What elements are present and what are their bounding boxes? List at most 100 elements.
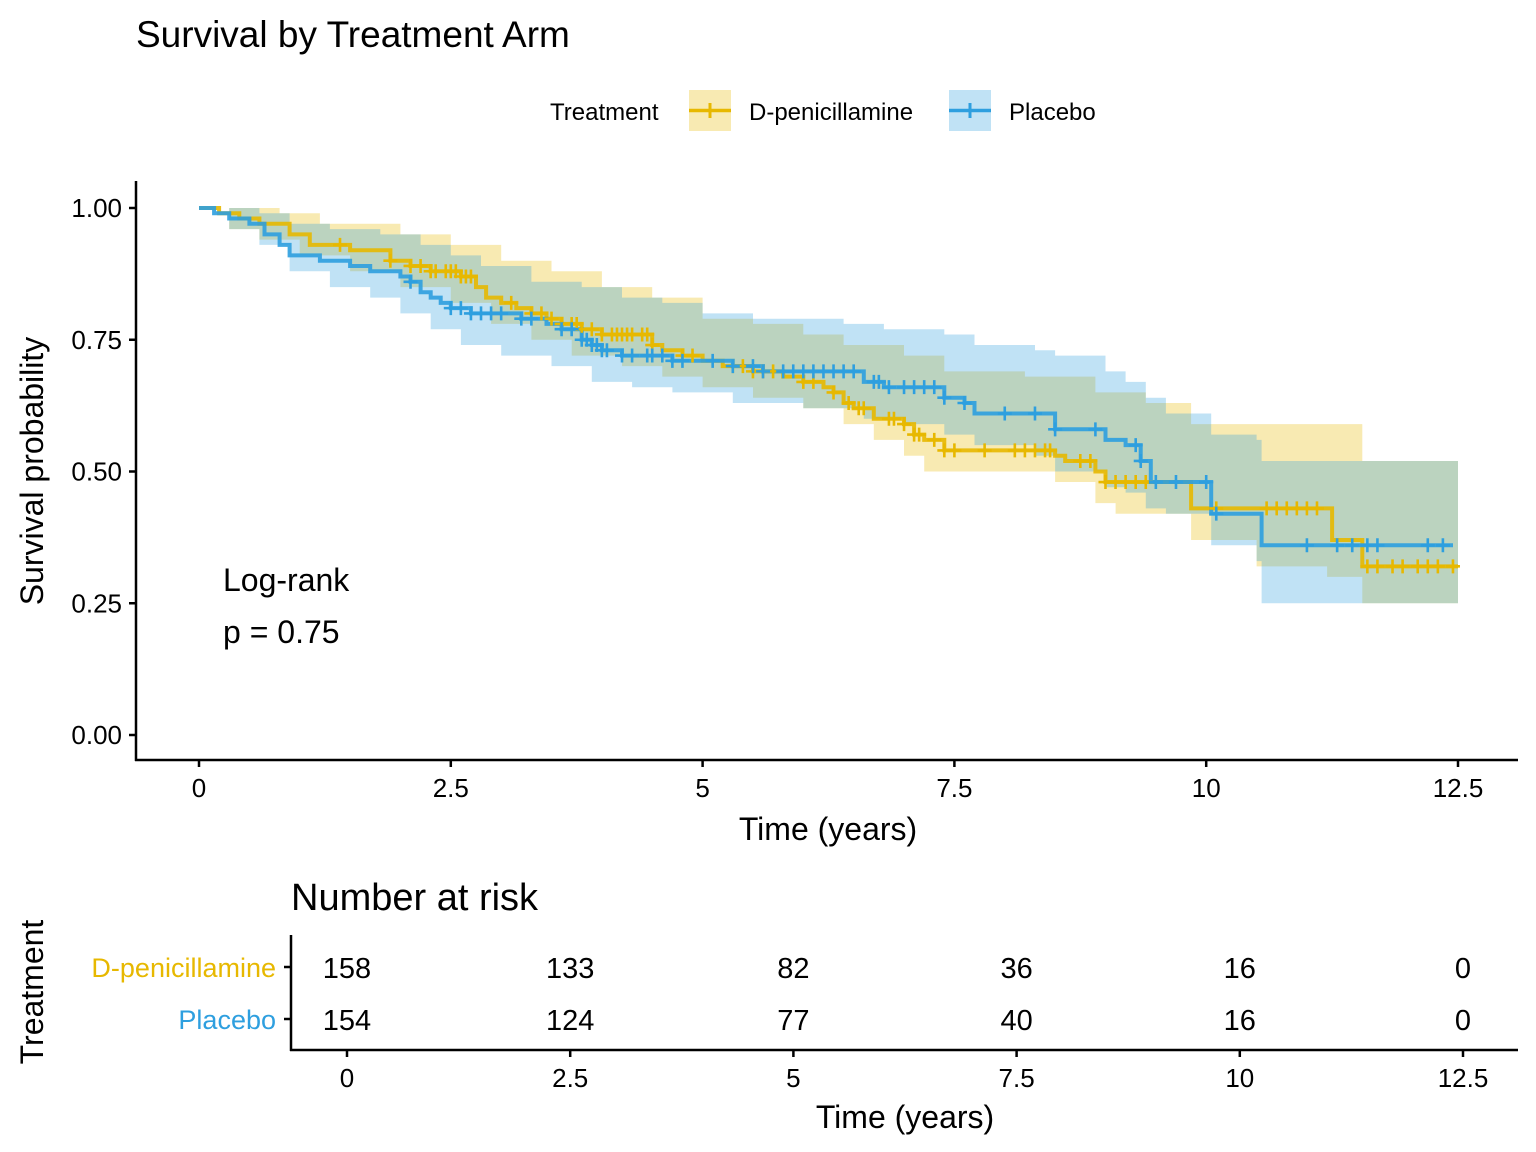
censor-mark <box>1027 406 1042 421</box>
y-tick-label: 0.00 <box>71 720 122 750</box>
risk-x-tick-label: 10 <box>1225 1063 1254 1093</box>
censor-mark <box>871 374 886 389</box>
risk-y-axis-title: Treatment <box>14 920 50 1065</box>
x-ticks: 0 2.5 5 7.5 10 12.5 <box>192 760 1484 803</box>
risk-count: 124 <box>546 1005 594 1037</box>
censor-mark <box>685 348 700 363</box>
censor-mark <box>1083 453 1098 468</box>
x-tick-label: 12.5 <box>1433 773 1484 803</box>
risk-x-tick-label: 2.5 <box>552 1063 588 1093</box>
censor-mark <box>1445 559 1460 574</box>
legend: Treatment D-penicillamine Placebo <box>550 90 1096 131</box>
risk-count: 133 <box>546 953 594 985</box>
censor-mark <box>997 406 1012 421</box>
x-tick-label: 7.5 <box>936 773 972 803</box>
censor-mark <box>927 380 942 395</box>
y-axis-title: Survival probability <box>14 337 50 606</box>
x-tick-label: 5 <box>695 773 709 803</box>
risk-count: 36 <box>1000 953 1032 985</box>
censor-mark <box>564 322 579 337</box>
censor-mark <box>1199 475 1214 490</box>
censor-mark <box>1370 538 1385 553</box>
censor-mark <box>947 443 962 458</box>
y-tick-label: 0.25 <box>71 588 122 618</box>
censor-mark <box>504 295 519 310</box>
censor-mark <box>675 353 690 368</box>
censor-mark <box>1345 538 1360 553</box>
x-tick-label: 2.5 <box>433 773 469 803</box>
chart-title: Survival by Treatment Arm <box>136 14 570 55</box>
censor-mark <box>453 301 468 316</box>
risk-x-axis-title: Time (years) <box>816 1099 994 1135</box>
censor-mark <box>1420 538 1435 553</box>
censor-mark <box>1209 506 1224 521</box>
censor-mark <box>640 327 655 342</box>
censor-mark <box>1168 475 1183 490</box>
risk-count: 16 <box>1224 953 1256 985</box>
ci-band-1 <box>199 208 1458 604</box>
risk-table-title: Number at risk <box>291 877 539 919</box>
censor-mark <box>544 311 559 326</box>
y-tick-label: 0.75 <box>71 325 122 355</box>
legend-title: Treatment <box>550 99 659 126</box>
censor-marks-1 <box>403 274 1450 553</box>
censor-mark <box>1088 422 1103 437</box>
censor-mark <box>826 385 841 400</box>
risk-count: 0 <box>1455 1005 1471 1037</box>
censor-mark <box>1148 475 1163 490</box>
censor-mark <box>413 258 428 273</box>
risk-count: 82 <box>777 953 809 985</box>
censor-mark <box>725 359 740 374</box>
censor-mark <box>1133 453 1148 468</box>
censor-mark <box>977 443 992 458</box>
censor-mark <box>1309 501 1324 516</box>
censor-mark <box>403 274 418 289</box>
legend-label-placebo: Placebo <box>1009 99 1096 126</box>
censor-mark <box>524 311 539 326</box>
y-ticks: 0.00 0.25 0.50 0.75 1.00 <box>71 193 136 750</box>
censor-mark <box>881 380 896 395</box>
risk-count: 16 <box>1224 1005 1256 1037</box>
censor-mark <box>937 390 952 405</box>
censor-mark <box>383 253 398 268</box>
legend-label-dpen: D-penicillamine <box>749 99 913 126</box>
plot-area <box>199 206 1460 630</box>
y-tick-label: 1.00 <box>71 193 122 223</box>
censor-mark <box>886 411 901 426</box>
risk-count: 0 <box>1455 953 1471 985</box>
censor-mark <box>333 237 348 252</box>
censor-mark <box>1370 559 1385 574</box>
censor-mark <box>1435 538 1450 553</box>
censor-mark <box>1430 559 1445 574</box>
x-tick-label: 0 <box>192 773 206 803</box>
censor-mark <box>957 395 972 410</box>
censor-mark <box>1395 559 1410 574</box>
censor-mark <box>841 395 856 410</box>
censor-mark <box>584 322 599 337</box>
x-axis-title: Time (years) <box>739 811 917 847</box>
risk-x-tick-label: 7.5 <box>999 1063 1035 1093</box>
censor-mark <box>494 306 509 321</box>
x-tick-label: 10 <box>1192 773 1221 803</box>
censor-mark <box>756 364 771 379</box>
censor-mark <box>897 417 912 432</box>
censor-mark <box>1128 438 1143 453</box>
censor-mark <box>655 348 670 363</box>
risk-count: 158 <box>323 953 371 985</box>
censor-mark <box>705 353 720 368</box>
censor-mark <box>912 427 927 442</box>
censor-mark <box>599 343 614 358</box>
censor-mark <box>846 364 861 379</box>
censor-mark <box>463 269 478 284</box>
censor-mark <box>1299 538 1314 553</box>
logrank-label: Log-rank <box>223 562 350 598</box>
y-tick-label: 0.50 <box>71 457 122 487</box>
risk-x-tick-label: 5 <box>786 1063 800 1093</box>
censor-mark <box>856 401 871 416</box>
censor-mark <box>745 359 760 374</box>
risk-x-tick-label: 0 <box>340 1063 354 1093</box>
risk-row-label: Placebo <box>178 1005 276 1035</box>
pvalue-label: p = 0.75 <box>223 614 340 650</box>
